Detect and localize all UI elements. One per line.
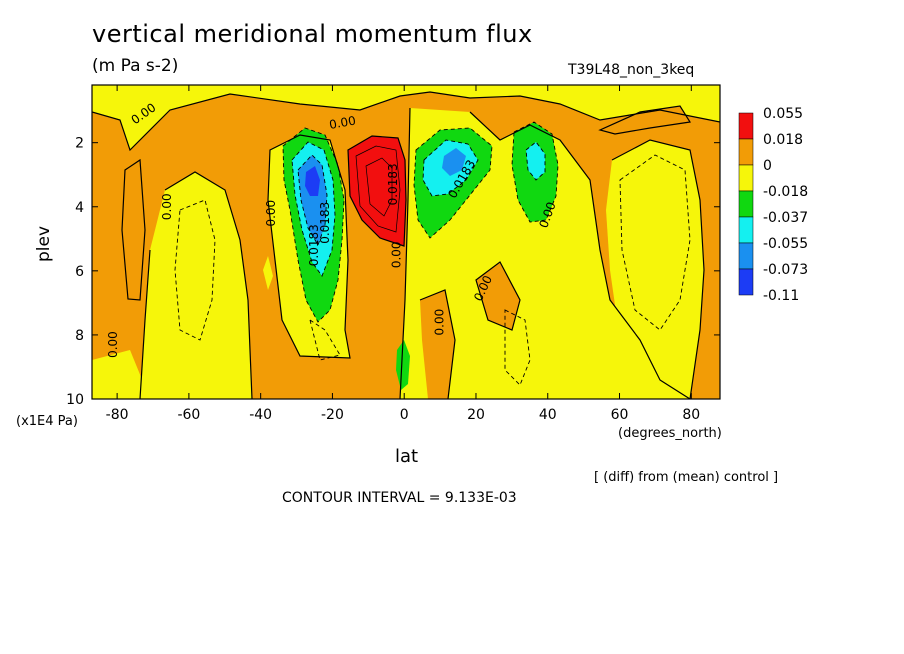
fill-weak-negative-bottom [92, 350, 150, 399]
x-tick-label: -20 [321, 407, 344, 423]
experiment-label: T39L48_non_3keq [568, 62, 695, 78]
contour-label: 0.00 [264, 200, 278, 227]
fill-positive-island-4 [122, 160, 145, 300]
fill-negative-cell-equator-bottom [396, 340, 410, 390]
x-axis-unit: (degrees_north) [618, 426, 722, 441]
colorbar-swatch [738, 268, 754, 296]
x-tick-label: -40 [249, 407, 272, 423]
x-tick-label: 80 [682, 407, 700, 423]
contour-label: 0.00 [160, 193, 174, 220]
colorbar-level-label: -0.055 [763, 236, 808, 252]
y-axis-label: plev [34, 225, 54, 262]
contour-interval: CONTOUR INTERVAL = 9.133E-03 [282, 490, 517, 506]
contour-label: 0.0183 [386, 163, 400, 205]
fill-negative-cell-right-inner [526, 142, 545, 180]
colorbar-swatch [738, 242, 754, 270]
chart-subtitle: (m Pa s-2) [92, 56, 179, 76]
y-axis-unit: (x1E4 Pa) [16, 414, 78, 429]
fill-weak-negative-island-2 [263, 256, 273, 290]
fill-negative-cell-center-inner [442, 148, 466, 176]
y-tick-label: 6 [75, 264, 84, 280]
y-tick-label: 4 [75, 200, 84, 216]
x-tick-label: 60 [611, 407, 629, 423]
plot-frame [91, 84, 721, 400]
colorbar-swatch [738, 164, 754, 192]
fill-positive-island-3 [476, 262, 520, 330]
x-tick-label: -80 [106, 407, 129, 423]
x-axis-label: lat [395, 446, 419, 467]
contour-label: 0.0183 [318, 202, 332, 244]
contour-label: 0.00 [328, 114, 357, 132]
contour-fill [92, 85, 720, 399]
fill-positive-island-2 [420, 290, 455, 399]
fill-weak-negative-right [606, 140, 704, 399]
x-tick-label: 0 [400, 407, 409, 423]
colorbar-swatch [738, 190, 754, 218]
difference-note: [ (diff) from (mean) control ] [594, 470, 779, 485]
y-tick-label: 2 [75, 136, 84, 152]
contour-label: 0.00 [390, 241, 404, 268]
fill-weak-negative-top [92, 85, 720, 150]
chart-title: vertical meridional momentum flux [92, 20, 533, 48]
x-tick-label: 40 [539, 407, 557, 423]
colorbar-swatch [738, 216, 754, 244]
x-tick-label: 20 [467, 407, 485, 423]
colorbar-level-label: -0.037 [763, 210, 808, 226]
axes: -80 -60 -40 -20 0 20 40 60 80 2 4 6 8 10 [66, 85, 720, 423]
dashed-contours [174, 121, 691, 386]
colorbar-level-label: -0.11 [763, 288, 799, 304]
fill-positive-island-1 [600, 106, 690, 134]
colorbar-level-label: 0 [763, 158, 772, 174]
colorbar-level-label: -0.018 [763, 184, 808, 200]
x-tick-label: -60 [177, 407, 200, 423]
colorbar-level-label: 0.018 [763, 132, 803, 148]
solid-contours [92, 91, 720, 399]
fill-weak-negative-island [458, 264, 470, 282]
colorbar-swatch [738, 138, 754, 166]
colorbar-level-label: -0.073 [763, 262, 808, 278]
fill-negative-cell-left-inner [298, 155, 327, 245]
fill-negative-cell-left-core [305, 166, 320, 196]
contour-label: 0.00 [106, 331, 120, 358]
contour-label: 0.00 [433, 309, 447, 336]
contour-label: 0.0183 [307, 224, 321, 266]
y-tick-label: 10 [66, 392, 84, 408]
fill-weak-negative-left [140, 172, 252, 399]
positive-inner-contours [355, 145, 401, 233]
colorbar: 0.055 0.018 0 -0.018 -0.037 -0.055 -0.073 -0.11 [738, 106, 808, 304]
colorbar-swatch [738, 112, 754, 140]
y-tick-label: 8 [75, 328, 84, 344]
fill-strong-positive-cell [348, 136, 406, 246]
colorbar-level-label: 0.055 [763, 106, 803, 122]
